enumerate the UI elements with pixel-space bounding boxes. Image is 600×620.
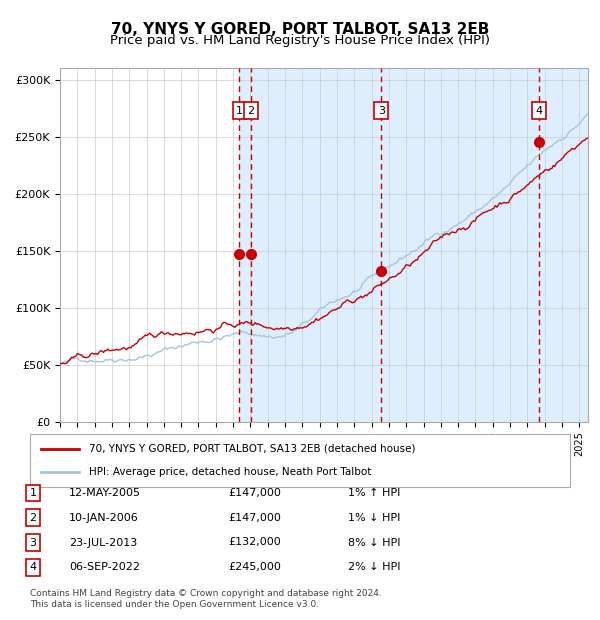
Text: 2: 2 (247, 105, 254, 115)
Text: £147,000: £147,000 (228, 513, 281, 523)
Text: 12-MAY-2005: 12-MAY-2005 (69, 488, 141, 498)
Text: £245,000: £245,000 (228, 562, 281, 572)
Text: 1: 1 (29, 488, 37, 498)
Text: 2% ↓ HPI: 2% ↓ HPI (348, 562, 401, 572)
Text: £147,000: £147,000 (228, 488, 281, 498)
Text: Price paid vs. HM Land Registry's House Price Index (HPI): Price paid vs. HM Land Registry's House … (110, 34, 490, 47)
Text: £132,000: £132,000 (228, 538, 281, 547)
Text: Contains HM Land Registry data © Crown copyright and database right 2024.
This d: Contains HM Land Registry data © Crown c… (30, 590, 382, 609)
Text: 3: 3 (378, 105, 385, 115)
Text: 10-JAN-2006: 10-JAN-2006 (69, 513, 139, 523)
Text: 2: 2 (29, 513, 37, 523)
Bar (239, 68, 588, 422)
Text: 70, YNYS Y GORED, PORT TALBOT, SA13 2EB (detached house): 70, YNYS Y GORED, PORT TALBOT, SA13 2EB … (89, 444, 416, 454)
Text: 70, YNYS Y GORED, PORT TALBOT, SA13 2EB: 70, YNYS Y GORED, PORT TALBOT, SA13 2EB (111, 22, 489, 37)
Text: 1: 1 (236, 105, 243, 115)
Text: 4: 4 (29, 562, 37, 572)
Text: 1% ↑ HPI: 1% ↑ HPI (348, 488, 400, 498)
Text: 23-JUL-2013: 23-JUL-2013 (69, 538, 137, 547)
Text: 1% ↓ HPI: 1% ↓ HPI (348, 513, 400, 523)
Text: 8% ↓ HPI: 8% ↓ HPI (348, 538, 401, 547)
Text: HPI: Average price, detached house, Neath Port Talbot: HPI: Average price, detached house, Neat… (89, 467, 372, 477)
Text: 4: 4 (536, 105, 543, 115)
Text: 3: 3 (29, 538, 37, 547)
Text: 06-SEP-2022: 06-SEP-2022 (69, 562, 140, 572)
